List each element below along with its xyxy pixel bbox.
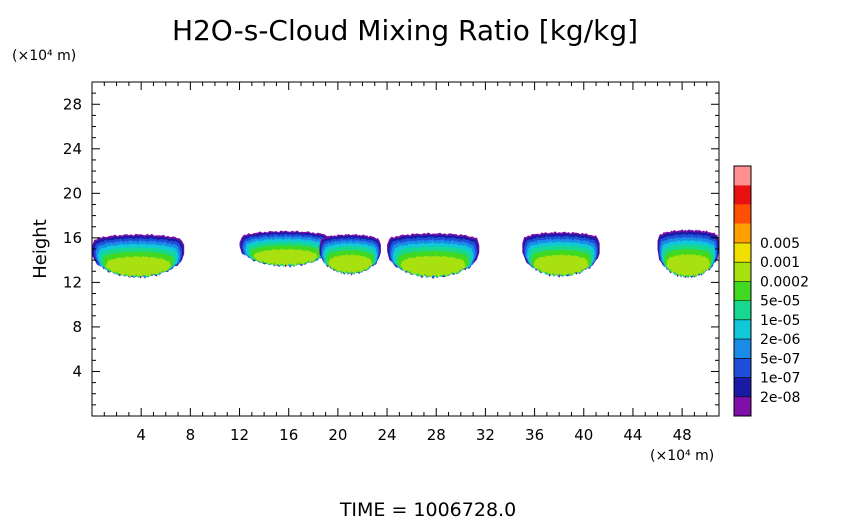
colorbar-swatch [734, 396, 751, 416]
colorbar: 2e-08 1e-07 5e-07 2e-06 1e-05 5e-05 0.0002 0.00… [733, 165, 809, 417]
colorbar-swatch [734, 166, 751, 186]
cloud-contour-band [252, 248, 319, 267]
x-tick-label: 40 [574, 426, 593, 444]
cloud-cell [92, 233, 185, 279]
colorbar-swatch [734, 185, 751, 205]
chart-title: H2O-s-Cloud Mixing Ratio [kg/kg] [172, 14, 638, 47]
x-tick-label: 8 [186, 426, 196, 444]
colorbar-swatch [734, 300, 751, 320]
cloud-contour-band [666, 253, 711, 278]
colorbar-swatch [734, 223, 751, 243]
x-tick-label: 24 [378, 426, 397, 444]
x-tick-label: 28 [427, 426, 446, 444]
y-tick-label: 4 [72, 362, 82, 380]
x-tick-label: 36 [525, 426, 544, 444]
cloud-cell [657, 229, 719, 279]
x-tick-label: 32 [476, 426, 495, 444]
x-tick-label: 16 [279, 426, 298, 444]
x-tick-label: 4 [136, 426, 146, 444]
colorbar-swatch [734, 339, 751, 359]
cloud-cell [239, 230, 332, 268]
cloud-cell [522, 231, 600, 278]
y-tick-label: 8 [72, 318, 82, 336]
y-tick-label: 24 [63, 140, 82, 158]
cloud-cell [319, 233, 381, 276]
y-tick-label: 20 [63, 184, 82, 202]
y-tick-label: 16 [63, 229, 82, 247]
colorbar-label: 0.0002 [760, 274, 809, 290]
cloud-contour-band [400, 255, 466, 278]
x-tick-label: 20 [328, 426, 347, 444]
x-axis-unit: (×10⁴ m) [650, 448, 714, 464]
y-axis-label: Height [30, 219, 51, 279]
colorbar-swatch [734, 281, 751, 301]
colorbar-swatch [734, 358, 751, 378]
colorbar-swatch [734, 377, 751, 397]
colorbar-label: 1e-05 [760, 313, 800, 329]
cloud-cell [387, 232, 480, 279]
colorbar-label: 5e-07 [760, 351, 800, 367]
colorbar-label: 5e-05 [760, 294, 800, 310]
colorbar-swatch [734, 262, 751, 282]
y-axis-unit: (×10⁴ m) [12, 48, 76, 64]
colorbar-swatch [734, 319, 751, 340]
y-tick-label: 12 [63, 273, 82, 291]
y-tick-label: 28 [63, 95, 82, 113]
cloud-contour-band [328, 254, 372, 275]
colorbar-frame [733, 165, 752, 417]
colorbar-swatch [734, 242, 751, 263]
x-tick-label: 12 [230, 426, 249, 444]
colorbar-label: 2e-08 [760, 390, 800, 406]
cloud-contour-band [105, 255, 171, 278]
x-tick-label: 48 [673, 426, 692, 444]
cloud-field [92, 229, 719, 279]
colorbar-label: 0.005 [760, 236, 800, 252]
colorbar-label: 0.001 [760, 255, 800, 271]
time-label: TIME = 1006728.0 [339, 499, 516, 519]
colorbar-swatch [734, 204, 751, 224]
colorbar-label: 2e-06 [760, 332, 800, 348]
x-tick-label: 44 [623, 426, 642, 444]
cloud-contour-band [533, 254, 589, 277]
colorbar-label: 1e-07 [760, 371, 800, 387]
